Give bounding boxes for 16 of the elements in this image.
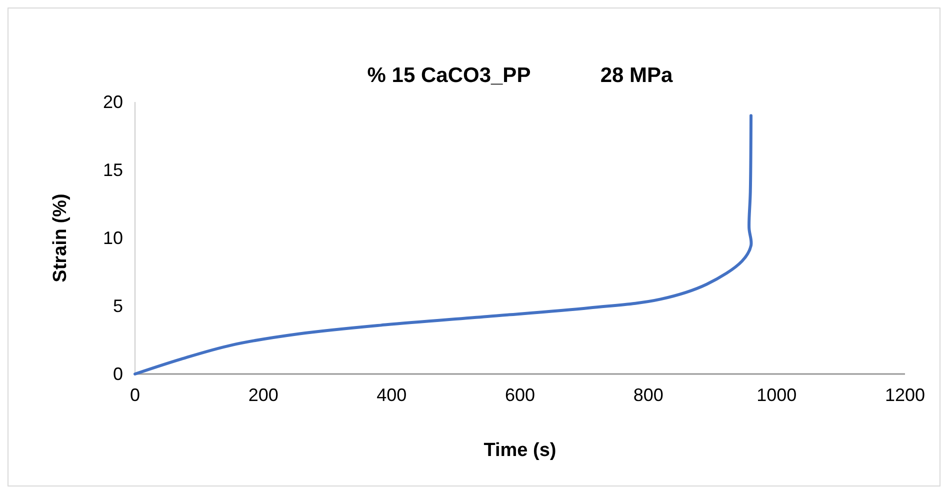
- x-tick-label: 400: [376, 384, 407, 405]
- chart-title: % 15 CaCO3_PP 28 MPa: [367, 64, 674, 87]
- x-tick-label: 800: [633, 384, 664, 405]
- y-tick-label: 5: [112, 296, 123, 316]
- line-series: [134, 114, 753, 376]
- x-tick-label: 1000: [756, 384, 797, 405]
- x-tick-label: 600: [504, 384, 536, 405]
- x-tick-label: 200: [248, 384, 278, 405]
- y-tick-label: 0: [112, 364, 123, 384]
- y-tick-label: 15: [102, 160, 123, 180]
- x-tick-label: 1200: [884, 384, 926, 405]
- x-tick-label: 0: [130, 384, 140, 405]
- y-tick-label: 10: [102, 228, 123, 248]
- y-axis-title: Strain (%): [50, 194, 71, 282]
- x-axis-title: Time (s): [484, 440, 556, 461]
- y-tick-label: 20: [102, 92, 123, 112]
